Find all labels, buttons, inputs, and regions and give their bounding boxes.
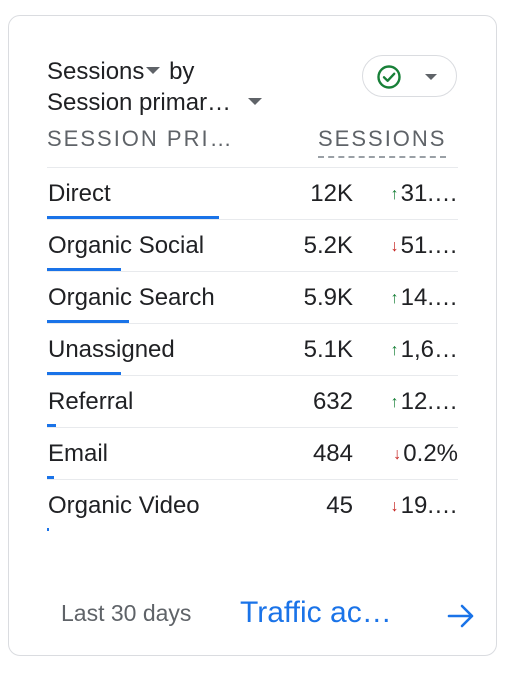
arrow-down-icon: ↓	[393, 446, 402, 463]
row-change-value: 19.…	[400, 492, 458, 519]
table-row[interactable]: Unassigned 5.1K ↑1,6…	[47, 323, 458, 375]
row-sessions-value: 632	[312, 388, 353, 415]
row-change-value: 31.…	[400, 180, 458, 207]
row-share-bar	[47, 320, 129, 323]
traffic-acquisition-link[interactable]: Traffic ac…	[240, 596, 392, 629]
sessions-table: Direct 12K ↑31.… Organic Social 5.2K ↓51.… Org…	[47, 167, 458, 531]
dimension-selector[interactable]: Session primar…	[47, 87, 264, 118]
row-channel-name: Referral	[48, 388, 134, 415]
arrow-up-icon: ↑	[390, 342, 399, 359]
row-change-value: 1,6…	[400, 336, 458, 363]
table-row[interactable]: Organic Social 5.2K ↓51.…	[47, 219, 458, 271]
row-share-bar	[47, 268, 121, 271]
row-channel-name: Direct	[48, 180, 111, 207]
row-change-value: 14.…	[400, 284, 458, 311]
row-change: ↑1,6…	[391, 336, 458, 364]
row-sessions-value: 5.1K	[303, 336, 353, 363]
row-channel-name: Organic Video	[48, 492, 200, 519]
row-change: ↓51.…	[391, 232, 458, 260]
arrow-up-icon: ↑	[390, 186, 399, 203]
arrow-up-icon: ↑	[390, 394, 399, 411]
row-change-value: 0.2%	[403, 440, 458, 467]
chevron-down-icon	[247, 98, 262, 106]
chevron-down-icon	[146, 67, 161, 75]
table-row[interactable]: Referral 632 ↑12.…	[47, 375, 458, 427]
row-change: ↓0.2%	[393, 440, 458, 468]
row-sessions-value: 484	[312, 440, 353, 467]
table-row[interactable]: Organic Video 45 ↓19.…	[47, 479, 458, 531]
card-title: Sessions by Session primar…	[47, 56, 264, 118]
row-sessions-value: 12K	[310, 180, 353, 207]
arrow-down-icon: ↓	[390, 498, 399, 515]
arrow-down-icon: ↓	[390, 238, 399, 255]
row-sessions-value: 5.9K	[303, 284, 353, 311]
row-share-bar	[47, 216, 219, 219]
row-share-bar	[47, 476, 54, 479]
row-change: ↑14.…	[391, 284, 458, 312]
arrow-up-icon: ↑	[390, 290, 399, 307]
row-channel-name: Email	[48, 440, 109, 467]
date-range-label: Last 30 days	[61, 600, 192, 626]
chevron-down-icon	[425, 74, 437, 80]
data-quality-button[interactable]	[362, 55, 457, 97]
row-channel-name: Organic Social	[48, 232, 205, 259]
sessions-column-header[interactable]: SESSIONS	[318, 126, 447, 158]
row-sessions-value: 5.2K	[303, 232, 353, 259]
dimension-column-header: SESSION PRI…	[47, 126, 234, 151]
row-change: ↓19.…	[391, 492, 458, 520]
row-share-bar	[47, 528, 49, 531]
sessions-card	[8, 15, 497, 656]
dimension-label: Session primar…	[47, 89, 232, 116]
metric-selector[interactable]: Sessions	[47, 58, 169, 85]
row-sessions-value: 45	[326, 492, 353, 519]
table-row[interactable]: Organic Search 5.9K ↑14.…	[47, 271, 458, 323]
table-row[interactable]: Direct 12K ↑31.…	[47, 167, 458, 219]
table-row[interactable]: Email 484 ↓0.2%	[47, 427, 458, 479]
title-connector: by	[169, 58, 195, 85]
row-change-value: 12.…	[400, 388, 458, 415]
metric-label: Sessions	[47, 58, 145, 85]
arrow-right-icon[interactable]	[445, 600, 477, 632]
row-share-bar	[47, 424, 56, 427]
row-change-value: 51.…	[400, 232, 458, 259]
row-change: ↑12.…	[391, 388, 458, 416]
check-circle-icon	[377, 65, 401, 89]
row-channel-name: Unassigned	[48, 336, 175, 363]
row-channel-name: Organic Search	[48, 284, 215, 311]
row-share-bar	[47, 372, 121, 375]
row-change: ↑31.…	[391, 180, 458, 208]
